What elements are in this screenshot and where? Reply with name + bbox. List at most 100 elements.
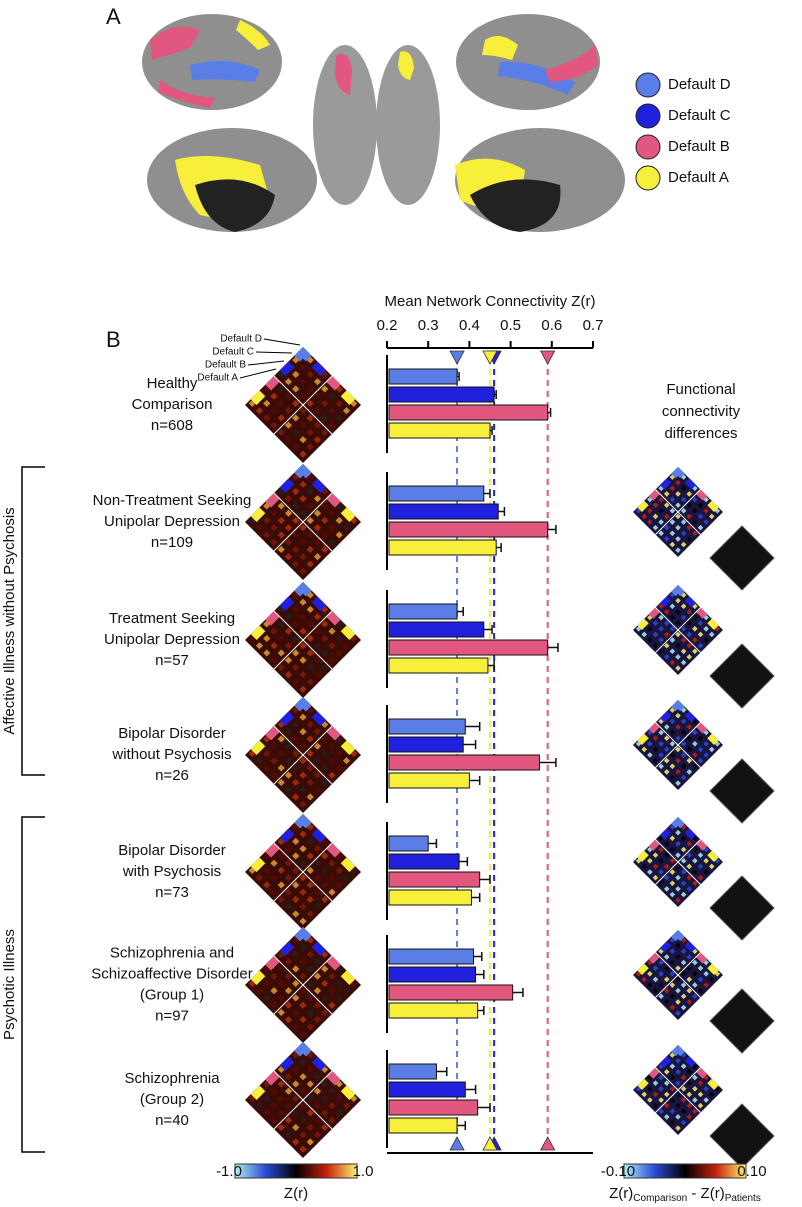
- matrix-band: [311, 361, 327, 376]
- matrix-cell: [313, 671, 322, 679]
- error-bar: [487, 661, 495, 670]
- matrix-cell: [306, 605, 314, 614]
- matrix-band: [684, 596, 696, 608]
- matrix-cell: [675, 631, 681, 638]
- matrix-band: [684, 711, 696, 723]
- matrix-cell: [680, 959, 687, 966]
- matrix-cell: [292, 634, 300, 643]
- matrix-cell: [277, 965, 285, 973]
- matrix-cell: [299, 480, 307, 488]
- error-bar: [483, 625, 493, 634]
- matrix-cell: [663, 491, 670, 497]
- matrix-cell: [697, 1102, 704, 1109]
- matrix-cell: [669, 659, 676, 666]
- matrix-cell: [292, 414, 300, 422]
- matrix-cell: [342, 987, 351, 995]
- reference-marker: [449, 1136, 465, 1151]
- matrix-band: [660, 711, 672, 723]
- matrix-cell: [663, 1114, 670, 1120]
- matrix-cell: [292, 852, 300, 860]
- matrix-cell: [328, 656, 336, 664]
- matrix-cell: [270, 524, 278, 532]
- category-label: Bipolar Disorder: [118, 842, 226, 859]
- matrix-band: [326, 493, 341, 508]
- matrix-cell: [335, 764, 343, 772]
- matrix-cell: [321, 866, 329, 875]
- matrix-band: [660, 941, 672, 953]
- matrix-cell: [663, 965, 670, 971]
- matrix-cell: [263, 634, 271, 643]
- matrix-cell: [680, 752, 687, 758]
- matrix-cell: [663, 502, 670, 508]
- matrix-cell: [658, 614, 664, 621]
- matrix-cell: [306, 428, 314, 437]
- matrix-band: [250, 507, 266, 522]
- matrix-band: [648, 489, 660, 501]
- matrix-cell: [663, 524, 670, 531]
- matrix-cell: [658, 1108, 664, 1115]
- matrix-cell: [306, 749, 314, 758]
- error-bar: [457, 607, 464, 616]
- matrix-cell: [321, 531, 329, 539]
- matrix-cell: [277, 545, 285, 554]
- matrix-cell: [686, 954, 693, 960]
- matrix-cell: [277, 1008, 285, 1017]
- matrix-cell: [306, 895, 314, 904]
- matrix-label-leader: [255, 351, 293, 354]
- matrix-cell: [313, 728, 322, 736]
- matrix: [633, 1045, 723, 1135]
- category-label: Schizophrenia: [124, 1070, 220, 1087]
- matrix-cell: [686, 863, 693, 870]
- matrix-cell: [306, 487, 314, 496]
- matrix-cell: [270, 421, 278, 429]
- matrix-cell: [299, 713, 307, 721]
- x-tick-label: 0.3: [418, 317, 439, 334]
- matrix-cell: [669, 774, 676, 781]
- matrix-cell: [669, 718, 676, 725]
- matrix-cell: [680, 948, 687, 955]
- colorbar-label: Z(r)Comparison - Z(r)Patients: [609, 1185, 761, 1204]
- matrix-cell: [703, 741, 709, 747]
- matrix-label: Default D: [220, 334, 262, 345]
- matrix-cell: [675, 965, 681, 971]
- bar: [388, 521, 549, 538]
- bar: [388, 835, 429, 852]
- matrix-cell: [313, 553, 322, 561]
- matrix-cell: [697, 976, 704, 983]
- matrix-cell: [680, 508, 687, 514]
- matrix-cell: [306, 720, 314, 729]
- matrix-cell: [277, 620, 285, 628]
- matrix-cell: [658, 626, 664, 632]
- matrix-cell: [647, 626, 653, 632]
- matrix-cell: [321, 502, 329, 510]
- matrix-cell: [292, 720, 300, 729]
- sample-size: n=109: [151, 534, 193, 551]
- matrix-cell: [299, 728, 307, 736]
- matrix-cell: [669, 603, 676, 610]
- matrix-band: [311, 478, 327, 493]
- matrix-cell: [663, 735, 670, 741]
- matrix-cell: [658, 1097, 664, 1103]
- matrix-cell: [299, 524, 307, 532]
- matrix-cell: [692, 741, 698, 747]
- matrix-cell: [270, 538, 278, 546]
- matrix-cell: [313, 1016, 322, 1024]
- matrix-cell: [299, 757, 307, 765]
- matrix-cell: [284, 728, 293, 736]
- matrix-cell: [277, 735, 285, 743]
- matrix-band: [660, 478, 672, 490]
- matrix-cell: [306, 950, 314, 959]
- matrix-cell: [680, 1074, 687, 1081]
- matrix-cell: [321, 428, 329, 437]
- matrix-cell: [292, 399, 300, 408]
- matrix-cell: [663, 1069, 670, 1075]
- matrix-cell: [686, 757, 693, 764]
- matrix-cell: [680, 880, 687, 887]
- legend-swatch: [635, 134, 661, 160]
- matrix-cell: [306, 634, 314, 643]
- category-label: with Psychosis: [122, 863, 221, 880]
- matrix-cell: [306, 370, 314, 379]
- matrix-cell: [299, 742, 307, 750]
- matrix-cell: [292, 950, 300, 959]
